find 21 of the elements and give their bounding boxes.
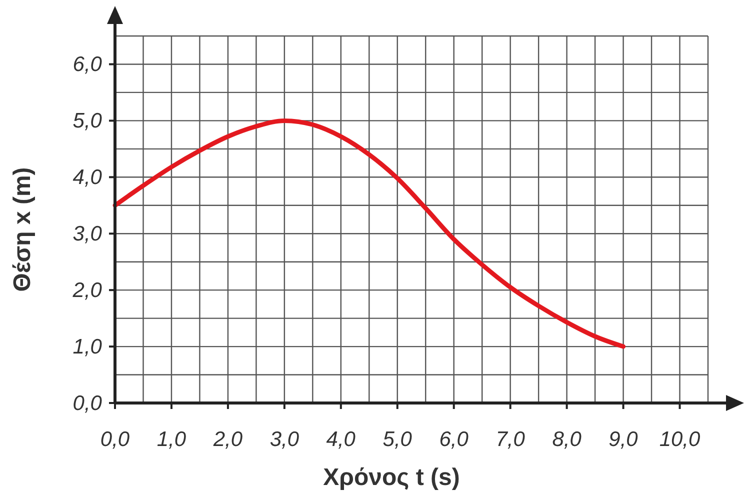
line-series (112, 118, 626, 349)
x-tick-label: 8,0 (552, 428, 582, 451)
x-tick-label: 10,0 (659, 428, 701, 451)
x-tick-label: 2,0 (212, 428, 243, 451)
y-tick-label: 5,0 (72, 110, 102, 133)
x-tick-label: 7,0 (496, 428, 526, 451)
y-tick-label: 0,0 (72, 392, 102, 415)
y-tick-label: 6,0 (72, 53, 102, 76)
x-tick-label: 1,0 (156, 428, 186, 451)
x-tick-label: 6,0 (439, 428, 469, 451)
y-tick-label: 2,0 (72, 279, 102, 302)
x-tick-label: 9,0 (608, 428, 638, 451)
x-tick-label: 5,0 (382, 428, 412, 451)
y-axis-title: Θέση x (m) (9, 167, 36, 292)
x-axis-title: Χρόνος t (s) (323, 464, 460, 491)
x-tick-label: 4,0 (326, 428, 356, 451)
x-tick-label: 3,0 (270, 428, 300, 451)
y-tick-label: 3,0 (72, 222, 102, 246)
y-tick-label: 4,0 (72, 166, 102, 190)
y-tick-label: 1,0 (72, 336, 102, 359)
x-tick-label: 0,0 (100, 428, 130, 451)
